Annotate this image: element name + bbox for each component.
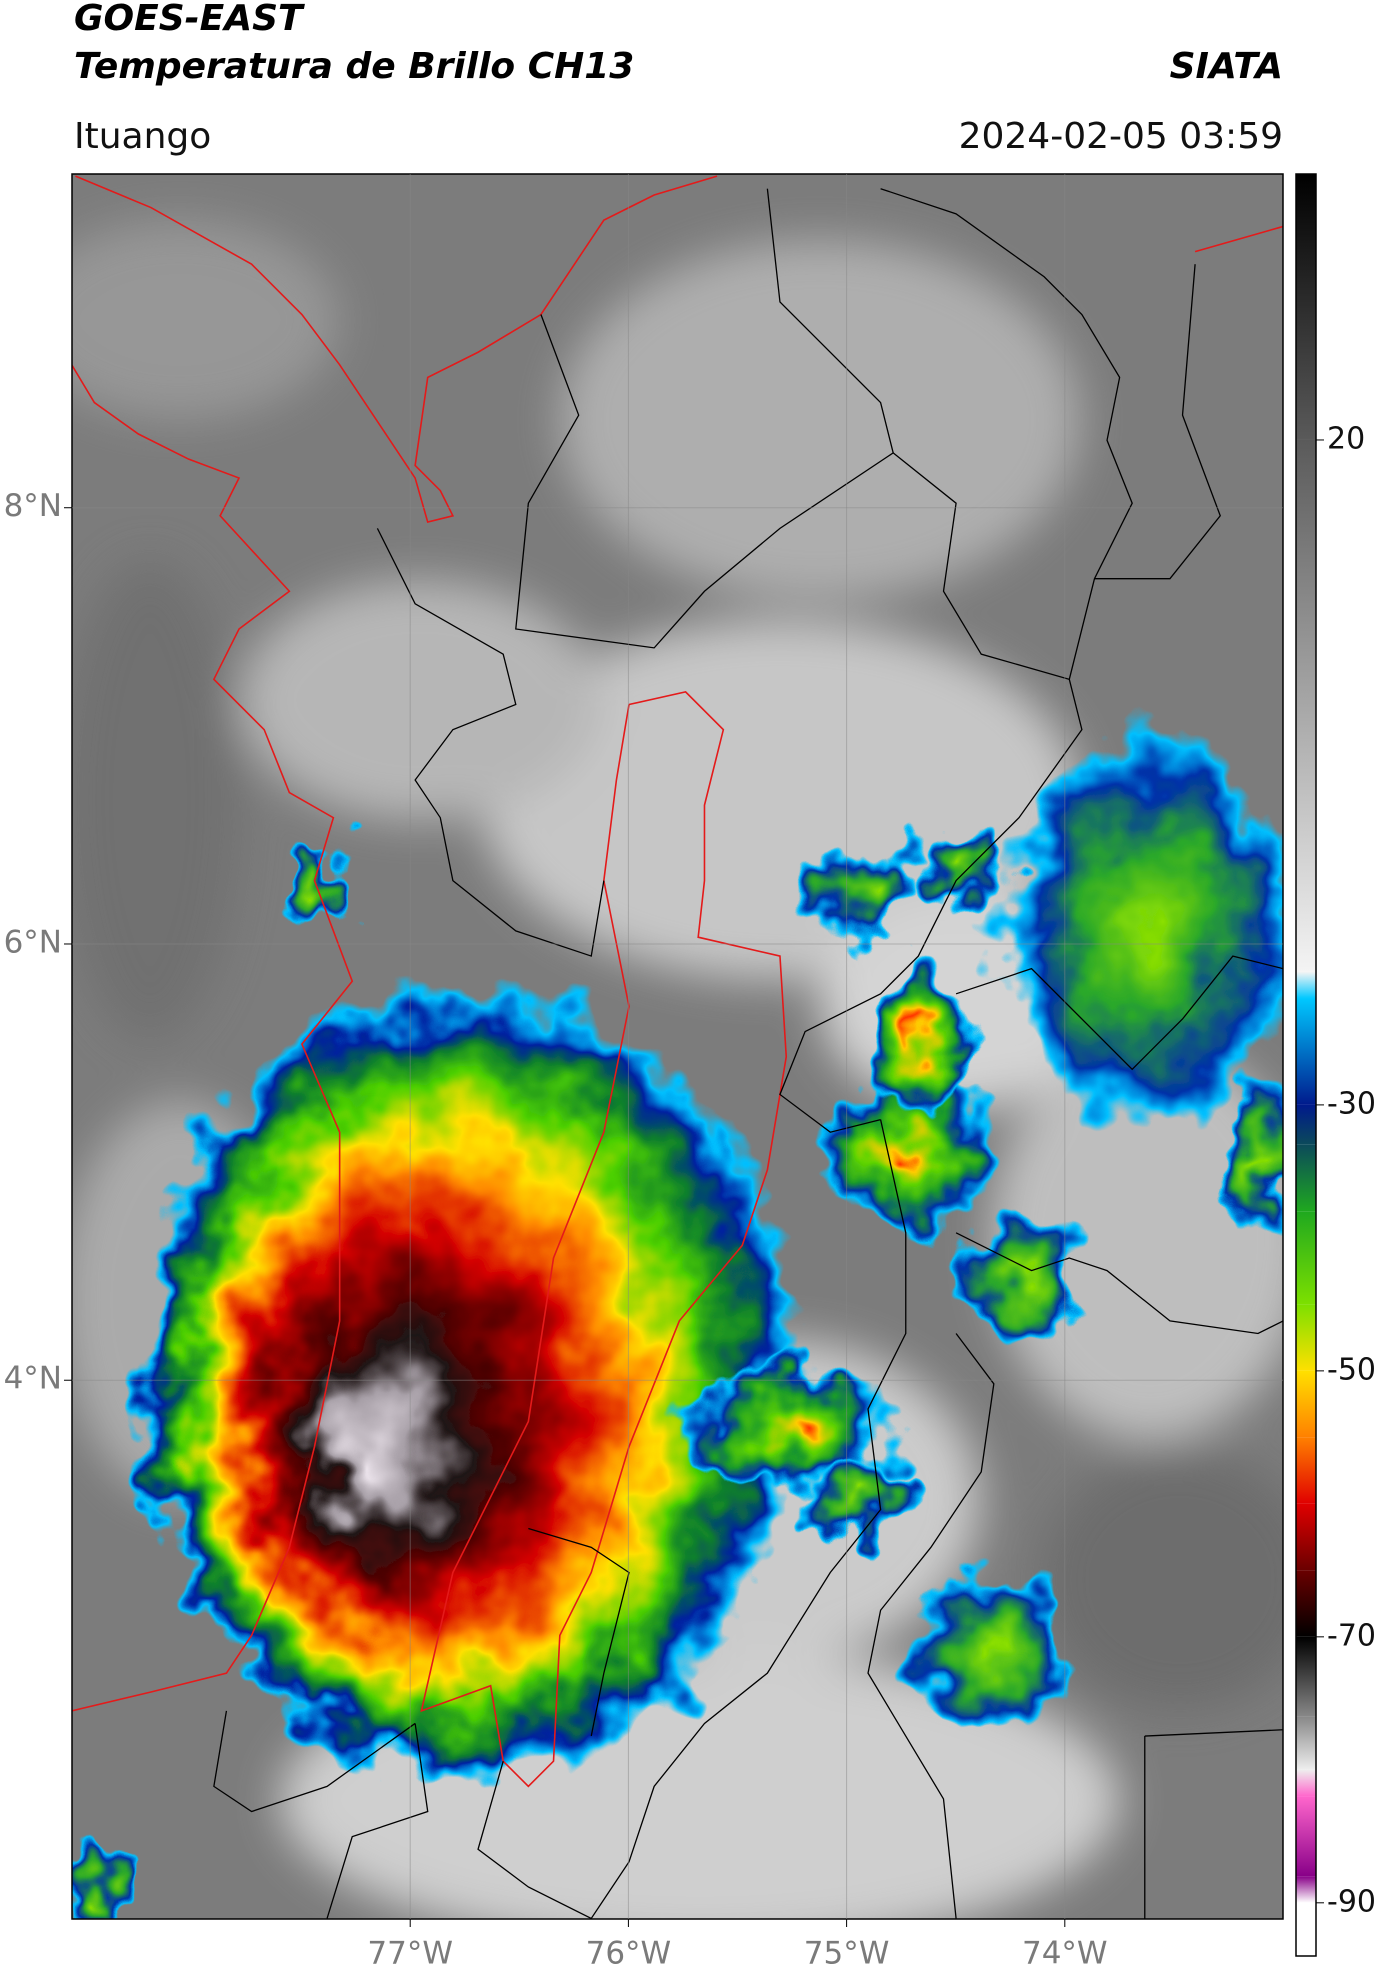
colorbar-segment [1296, 1769, 1316, 1797]
colorbar-segment [1296, 174, 1316, 440]
subtitle: Temperatura de Brillo CH13 [74, 46, 634, 87]
colorbar-tick-label: -50 [1327, 1352, 1376, 1387]
timestamp: 2024-02-05 03:59 [959, 116, 1283, 157]
colorbar-segment [1296, 1304, 1316, 1371]
location: Ituango [74, 116, 211, 157]
y-tick-label: 4°N [4, 1361, 62, 1397]
colorbar-segment [1296, 998, 1316, 1105]
x-tick-label: 74°W [1022, 1936, 1108, 1972]
colorbar-segment [1296, 1211, 1316, 1305]
colorbar-segment [1296, 1570, 1316, 1637]
colorbar-segment [1296, 1796, 1316, 1877]
colorbar-segment [1296, 971, 1316, 999]
colorbar-segment [1296, 1876, 1316, 1903]
colorbar-frame [1295, 173, 1317, 1957]
brand: SIATA [1170, 46, 1283, 87]
colorbar-segment [1296, 1902, 1316, 1956]
y-tick-label: 6°N [4, 924, 62, 960]
colorbar-tick-label: -30 [1327, 1086, 1376, 1121]
colorbar-segment [1296, 1437, 1316, 1504]
colorbar-tick-label: 20 [1327, 421, 1365, 456]
map-frame [71, 173, 1284, 1920]
colorbar-segment [1296, 1503, 1316, 1571]
colorbar-segment [1296, 1636, 1316, 1717]
colorbar-tick-label: -90 [1327, 1884, 1376, 1919]
x-tick-label: 77°W [367, 1936, 453, 1972]
y-tick-label: 8°N [4, 488, 62, 524]
colorbar-segment [1296, 1370, 1316, 1438]
colorbar-segment [1296, 1716, 1316, 1770]
x-tick-label: 75°W [804, 1936, 890, 1972]
colorbar-segment [1296, 1144, 1316, 1212]
satellite-image [72, 174, 1283, 1919]
colorbar-segment [1296, 1104, 1316, 1145]
colorbar-segment [1296, 439, 1316, 972]
x-tick-label: 76°W [586, 1936, 672, 1972]
colorbar-tick-label: -70 [1327, 1618, 1376, 1653]
title: GOES-EAST [74, 0, 305, 39]
